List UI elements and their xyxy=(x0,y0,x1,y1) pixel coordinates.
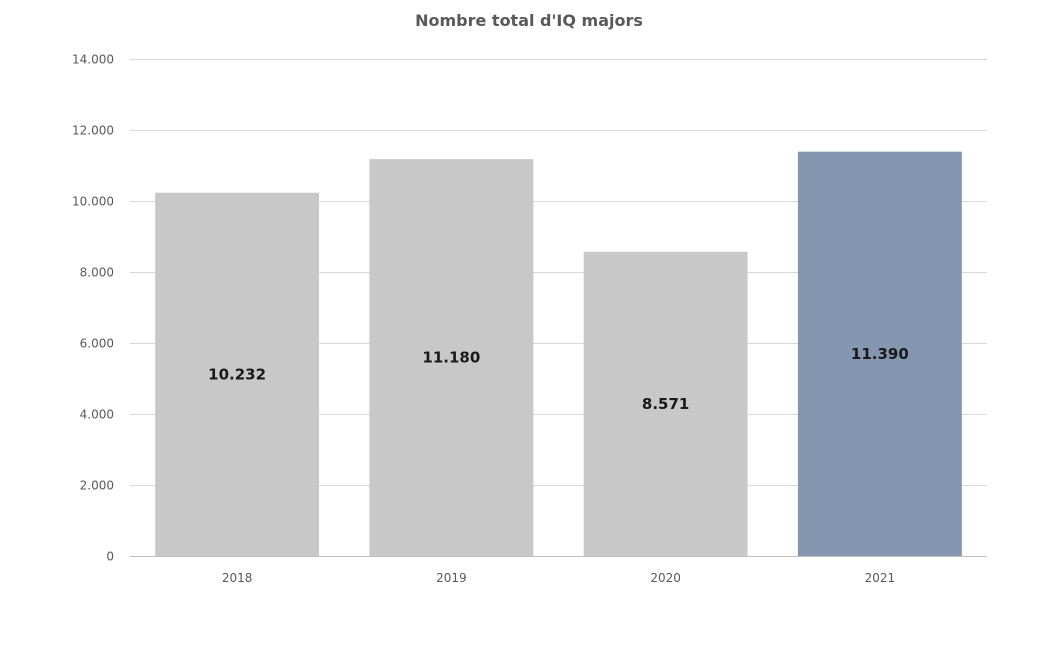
y-tick-label: 0 xyxy=(106,550,114,564)
data-label: 11.390 xyxy=(851,345,909,363)
data-label: 10.232 xyxy=(208,365,266,383)
y-tick-label: 2.000 xyxy=(80,479,114,493)
x-tick-label: 2019 xyxy=(436,571,467,585)
data-label: 11.180 xyxy=(422,349,480,367)
bar-2020 xyxy=(583,251,748,557)
chart-title: Nombre total d'IQ majors xyxy=(415,11,643,30)
y-tick-label: 14.000 xyxy=(72,53,114,67)
x-tick-label: 2020 xyxy=(650,571,681,585)
bar-2018 xyxy=(155,192,320,556)
y-axis-ticks: 0 2.000 4.000 6.000 8.000 10.000 12.000 14.000 xyxy=(72,53,114,564)
y-tick-label: 10.000 xyxy=(72,195,114,209)
x-axis-ticks: 2018 2019 2020 2021 xyxy=(222,571,895,585)
bar-2021 xyxy=(797,151,962,556)
bar-2019 xyxy=(369,159,534,557)
data-label: 8.571 xyxy=(642,395,689,413)
x-tick-label: 2018 xyxy=(222,571,253,585)
y-tick-label: 12.000 xyxy=(72,124,114,138)
y-tick-label: 6.000 xyxy=(80,337,114,351)
y-tick-label: 4.000 xyxy=(80,408,114,422)
x-tick-label: 2021 xyxy=(865,571,896,585)
data-labels: 10.232 11.180 8.571 11.390 xyxy=(208,345,909,413)
y-tick-label: 8.000 xyxy=(80,266,114,280)
bars xyxy=(155,151,962,557)
